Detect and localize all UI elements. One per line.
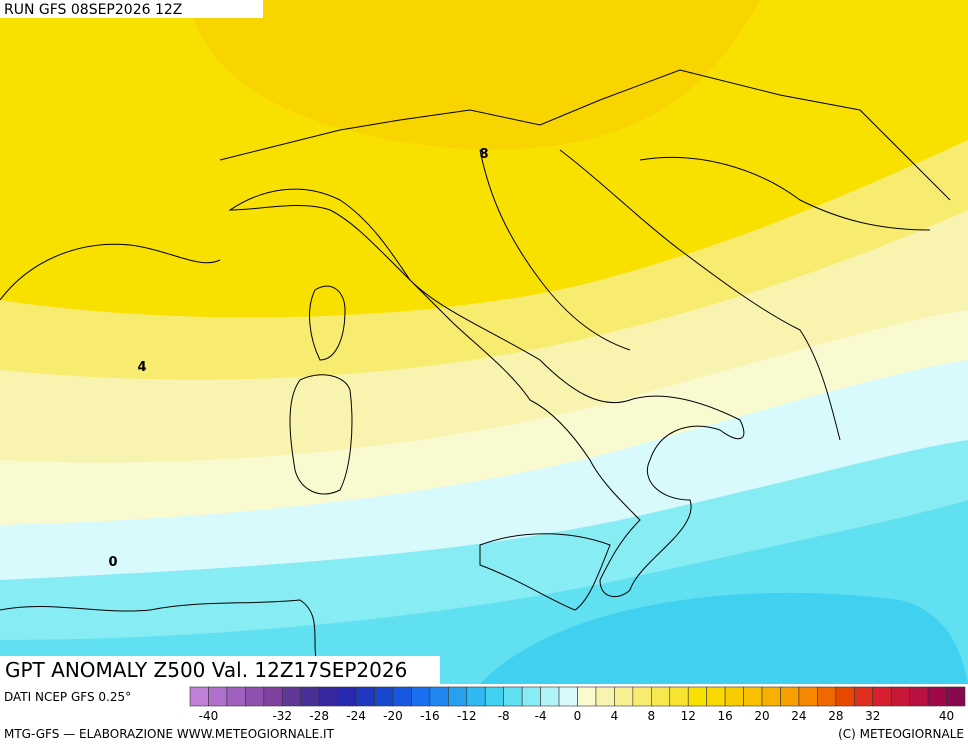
colorbar-swatch xyxy=(429,686,449,707)
contour-label: 8 xyxy=(479,147,488,162)
colorbar-swatch xyxy=(798,686,818,707)
colorbar-swatch xyxy=(263,686,283,707)
colorbar-label: -12 xyxy=(457,709,477,723)
colorbar-label: -16 xyxy=(420,709,440,723)
colorbar-label: -32 xyxy=(272,709,292,723)
colorbar-swatch xyxy=(245,686,265,707)
map-bands xyxy=(0,0,968,684)
colorbar-swatch xyxy=(687,686,707,707)
colorbar-label: -4 xyxy=(535,709,547,723)
colorbar-swatch xyxy=(540,686,560,707)
colorbar-swatch xyxy=(761,686,781,707)
colorbar-swatch xyxy=(835,686,855,707)
colorbar-swatch xyxy=(595,686,615,707)
colorbar-swatch xyxy=(946,686,966,707)
colorbar-swatch xyxy=(318,686,338,707)
colorbar-swatch xyxy=(853,686,874,707)
colorbar-swatch xyxy=(724,686,744,707)
colorbar-swatch xyxy=(780,686,800,707)
credit-label: MTG-GFS — ELABORAZIONE WWW.METEOGIORNALE… xyxy=(4,727,335,741)
title-box xyxy=(0,656,440,684)
colorbar-label: -40 xyxy=(199,709,219,723)
colorbar-swatch xyxy=(558,686,578,707)
colorbar-label: 12 xyxy=(681,709,696,723)
colorbar-swatch xyxy=(411,686,431,707)
copyright-label: (C) METEOGIORNALE xyxy=(838,727,964,741)
colorbar-label: 0 xyxy=(574,709,582,723)
colorbar-swatch xyxy=(706,686,726,707)
colorbar-swatch xyxy=(484,686,504,707)
colorbar-swatch xyxy=(651,686,671,707)
colorbar-swatch xyxy=(632,686,652,707)
colorbar-label: 24 xyxy=(791,709,806,723)
colorbar-swatch xyxy=(337,686,357,707)
colorbar-swatch xyxy=(577,686,597,707)
colorbar-label: 4 xyxy=(611,709,619,723)
contour-label: 4 xyxy=(137,360,146,375)
contour-label: 0 xyxy=(108,555,117,570)
colorbar-swatch xyxy=(614,686,634,707)
colorbar-swatch xyxy=(466,686,486,707)
colorbar-swatch xyxy=(355,686,375,707)
colorbar-label: 32 xyxy=(865,709,880,723)
colorbar-swatch xyxy=(743,686,763,707)
colorbar-swatch xyxy=(503,686,523,707)
colorbar-label: -20 xyxy=(383,709,403,723)
colorbar-swatch xyxy=(909,686,929,707)
colorbar-swatch xyxy=(521,686,541,707)
colorbar-label: 8 xyxy=(647,709,655,723)
colorbar-swatch xyxy=(374,686,394,707)
colorbar-label: -8 xyxy=(498,709,510,723)
colorbar-swatch xyxy=(448,686,468,707)
colorbar-swatch xyxy=(927,686,947,707)
colorbar-swatch xyxy=(872,686,892,707)
colorbar-swatch xyxy=(281,686,302,707)
colorbar-swatch xyxy=(189,686,209,707)
source-label: DATI NCEP GFS 0.25° xyxy=(4,690,131,704)
run-label: RUN GFS 08SEP2026 12Z xyxy=(4,2,182,18)
colorbar: -40 -32 -28 -24 -20 -16 -12 -8 -4 0 4 8 12 16 20 24 28 32… xyxy=(189,686,966,723)
colorbar-label: 16 xyxy=(717,709,732,723)
colorbar-label: 20 xyxy=(754,709,769,723)
colorbar-swatch xyxy=(392,686,412,707)
colorbar-label: 40 xyxy=(939,709,954,723)
colorbar-label: -28 xyxy=(309,709,329,723)
header-box xyxy=(0,0,263,18)
colorbar-swatch xyxy=(890,686,910,707)
colorbar-swatch xyxy=(669,686,689,707)
colorbar-swatch xyxy=(226,686,246,707)
colorbar-label: -24 xyxy=(346,709,366,723)
colorbar-swatch xyxy=(817,686,837,707)
coastlines xyxy=(0,69,951,685)
colorbar-swatch xyxy=(300,686,320,707)
colorbar-swatch xyxy=(208,686,228,707)
colorbar-label: 28 xyxy=(828,709,843,723)
map-title: GPT ANOMALY Z500 Val. 12Z17SEP2026 xyxy=(5,658,407,682)
